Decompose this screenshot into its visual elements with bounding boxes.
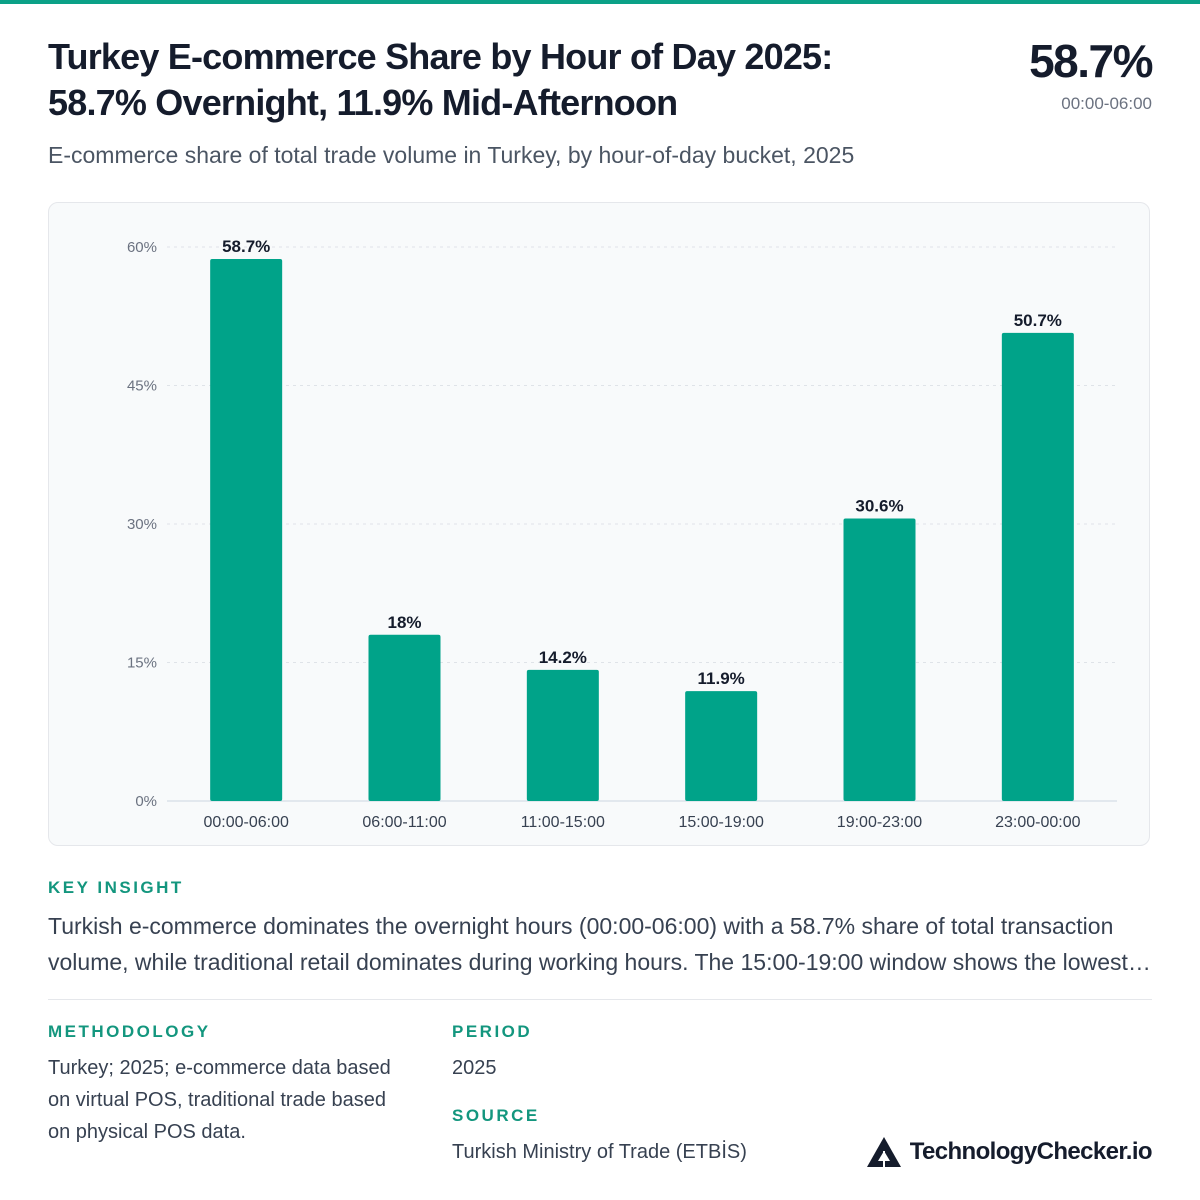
bar bbox=[843, 518, 916, 801]
bar bbox=[685, 691, 758, 801]
data-label: 18% bbox=[387, 613, 421, 632]
chart-panel: 0% 15% 30% 45% 60% 58.7% 00:00-06:00 18% 06:00-1… bbox=[48, 202, 1150, 846]
data-label: 11.9% bbox=[698, 669, 745, 688]
methodology-label: METHODOLOGY bbox=[48, 1022, 211, 1041]
bar bbox=[368, 634, 441, 801]
data-label: 50.7% bbox=[1014, 311, 1062, 330]
y-tick-label: 15% bbox=[127, 655, 157, 672]
x-tick-label: 06:00-11:00 bbox=[362, 814, 446, 831]
y-tick-label: 45% bbox=[127, 378, 157, 395]
page-title-line-2: 58.7% Overnight, 11.9% Mid-Afternoon bbox=[48, 82, 678, 123]
brand-name: TechnologyChecker.io bbox=[909, 1138, 1153, 1165]
page-title: Turkey E-commerce Share by Hour of Day 2… bbox=[48, 34, 928, 126]
y-tick-label: 30% bbox=[127, 516, 157, 533]
source-value: Turkish Ministry of Trade (ETBİS) bbox=[452, 1141, 747, 1163]
x-tick-label: 23:00-00:00 bbox=[995, 814, 1081, 831]
triangle-logo-icon bbox=[866, 1137, 901, 1167]
period-label: PERIOD bbox=[452, 1022, 533, 1041]
page-title-line-1: Turkey E-commerce Share by Hour of Day 2… bbox=[48, 36, 833, 77]
chart-subtitle: E-commerce share of total trade volume i… bbox=[48, 142, 855, 168]
brand-logo: TechnologyChecker.io bbox=[866, 1136, 1153, 1168]
bar bbox=[526, 669, 599, 801]
data-label: 58.7% bbox=[222, 237, 270, 256]
methodology-text: Turkey; 2025; e-commerce data based on v… bbox=[48, 1057, 391, 1143]
bar bbox=[1001, 332, 1074, 801]
source-label: SOURCE bbox=[452, 1106, 540, 1125]
y-tick-label: 60% bbox=[127, 239, 157, 256]
headline-stat-value: 58.7% bbox=[1029, 35, 1153, 87]
headline-stat-caption: 00:00-06:00 bbox=[1061, 94, 1152, 113]
x-tick-label: 15:00-19:00 bbox=[678, 814, 764, 831]
top-accent-bar bbox=[0, 0, 1200, 4]
bar-chart: 0% 15% 30% 45% 60% 58.7% 00:00-06:00 18% 06:00-1… bbox=[127, 237, 1117, 831]
headline-stat: 58.7% 00:00-06:00 bbox=[1029, 34, 1153, 114]
data-label: 30.6% bbox=[855, 496, 903, 515]
period-value: 2025 bbox=[452, 1057, 497, 1079]
x-tick-label: 19:00-23:00 bbox=[837, 814, 923, 831]
insight-label: KEY INSIGHT bbox=[48, 878, 184, 897]
x-tick-label: 11:00-15:00 bbox=[521, 814, 605, 831]
x-tick-label: 00:00-06:00 bbox=[203, 814, 289, 831]
bar bbox=[210, 259, 283, 802]
y-tick-label: 0% bbox=[135, 793, 157, 810]
insight-text: Turkish e-commerce dominates the overnig… bbox=[48, 913, 1128, 975]
section-divider bbox=[48, 999, 1152, 1000]
data-label: 14.2% bbox=[539, 648, 587, 667]
